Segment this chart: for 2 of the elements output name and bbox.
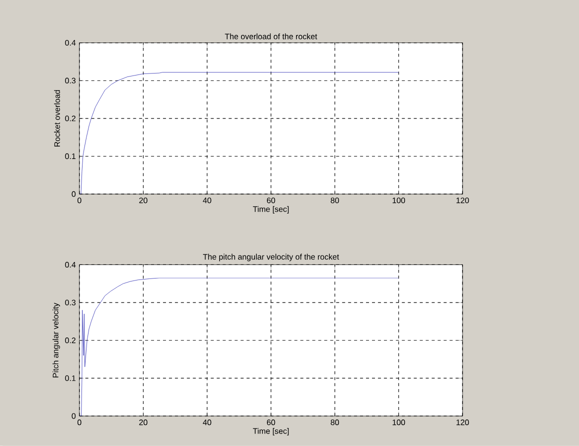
line-series [79, 72, 399, 194]
line-series [79, 278, 399, 416]
